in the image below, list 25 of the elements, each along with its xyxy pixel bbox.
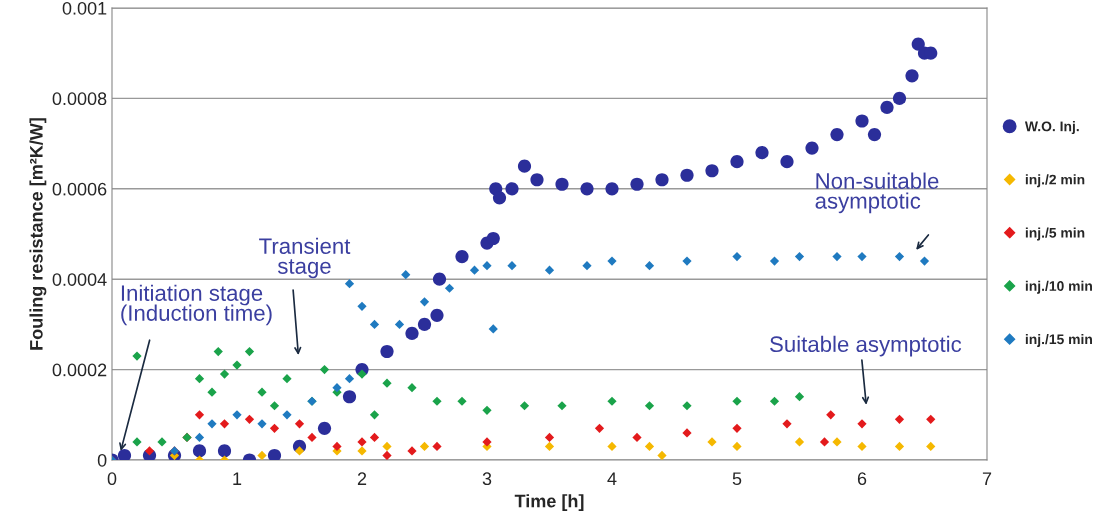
x-tick-label: 3 xyxy=(482,472,492,486)
legend-label: inj./5 min xyxy=(1025,227,1085,241)
legend-label: inj./15 min xyxy=(1025,333,1092,347)
x-tick-label: 0 xyxy=(107,472,117,486)
x-tick-label: 6 xyxy=(857,472,867,486)
legend-label: inj./2 min xyxy=(1025,174,1085,188)
y-tick-label: 0.0002 xyxy=(52,363,107,377)
annotation: Transient stage xyxy=(259,237,351,279)
annotation: Initiation stage (Induction time) xyxy=(121,284,272,326)
x-axis-title: Time [h] xyxy=(514,494,584,512)
y-tick-label: 0.0008 xyxy=(52,92,107,106)
y-tick-label: 0.001 xyxy=(62,1,107,15)
y-tick-label: 0.0006 xyxy=(52,182,107,196)
y-tick-label: 0.0004 xyxy=(52,273,107,286)
y-tick-label: 0 xyxy=(97,453,107,467)
x-tick-label: 1 xyxy=(233,472,242,485)
x-tick-label: 2 xyxy=(357,472,367,485)
annotation: Suitable asymptotic xyxy=(770,335,962,357)
legend-label: W.O. Inj. xyxy=(1024,121,1079,135)
x-tick-label: 7 xyxy=(982,472,992,485)
legend-label: inj./10 min xyxy=(1025,280,1092,294)
y-axis-title: Fouling resistance [m²K/W] xyxy=(29,118,47,350)
annotation: Non-suitable asymptotic xyxy=(815,172,939,214)
x-tick-label: 5 xyxy=(732,472,742,486)
x-tick-label: 4 xyxy=(607,472,617,485)
